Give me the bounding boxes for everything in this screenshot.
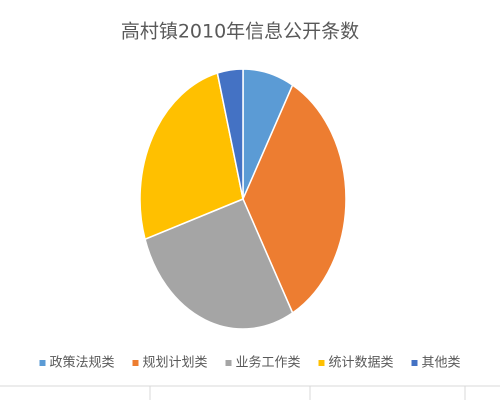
pie-slice: [216, 68, 244, 200]
legend-marker: [411, 360, 418, 366]
legend-label: 统计数据类: [329, 356, 394, 371]
chart-title: 高村镇2010年信息公开条数: [121, 21, 359, 43]
legend-label: 规划计划类: [143, 356, 208, 371]
pie-slice: [242, 83, 347, 315]
legend-marker: [225, 360, 232, 366]
legend-marker: [318, 360, 325, 366]
legend-marker: [39, 360, 46, 366]
pie-slice: [139, 72, 244, 241]
legend-label: 业务工作类: [236, 355, 301, 371]
legend-label: 政策法规类: [50, 355, 115, 371]
legend-marker: [132, 360, 139, 366]
pie-slice: [144, 198, 294, 330]
legend-label: 其他类: [422, 356, 461, 371]
